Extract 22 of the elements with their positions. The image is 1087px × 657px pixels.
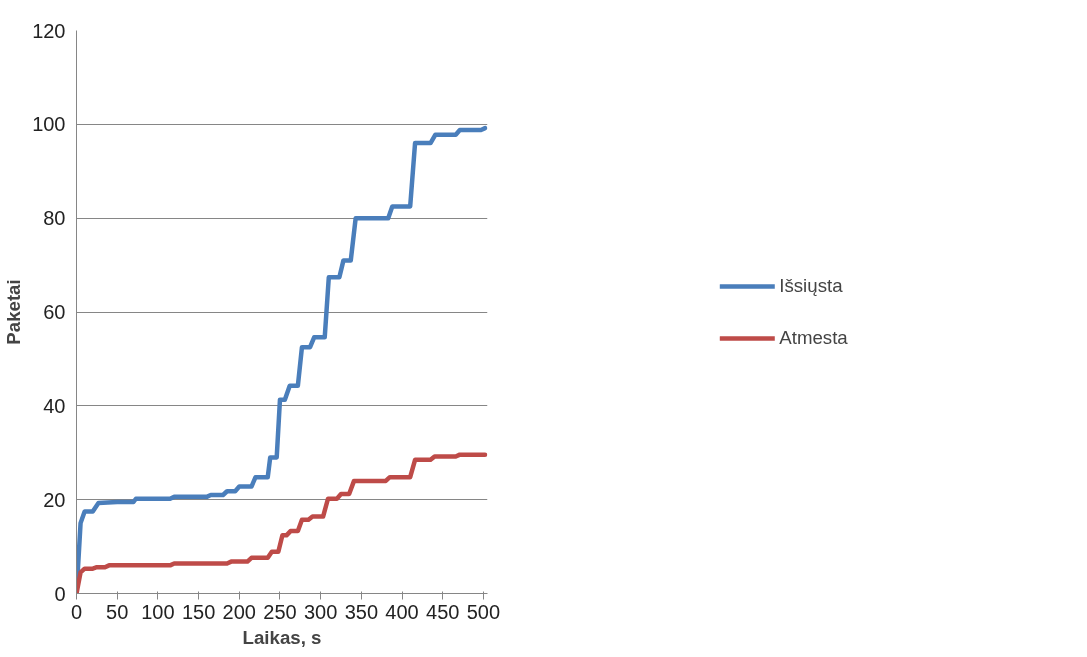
- x-tick-label: 200: [222, 600, 256, 623]
- y-axis-title: Paketai: [3, 279, 25, 345]
- x-tick-label: 250: [263, 600, 297, 623]
- y-tick-label: 100: [32, 113, 66, 136]
- x-tick-label: 300: [303, 600, 338, 623]
- y-tick-label: 60: [43, 301, 66, 323]
- legend-label: Išsiųsta: [779, 274, 843, 297]
- legend-label: Atmesta: [779, 326, 848, 349]
- x-tick-label: 50: [106, 600, 129, 623]
- y-tick-label: 20: [43, 488, 66, 511]
- y-tick-label: 120: [32, 19, 66, 42]
- x-tick-label: 100: [141, 600, 175, 623]
- x-axis-title: Laikas, s: [242, 626, 322, 648]
- x-tick-label: 500: [466, 600, 501, 623]
- y-tick-label: 0: [54, 582, 66, 605]
- x-tick-label: 150: [181, 600, 216, 623]
- y-tick-label: 40: [43, 394, 66, 417]
- x-tick-label: 0: [70, 600, 83, 623]
- y-tick-label: 80: [43, 207, 66, 230]
- x-tick-label: 450: [426, 600, 460, 623]
- x-tick-label: 350: [344, 600, 379, 623]
- x-tick-label: 400: [385, 600, 419, 623]
